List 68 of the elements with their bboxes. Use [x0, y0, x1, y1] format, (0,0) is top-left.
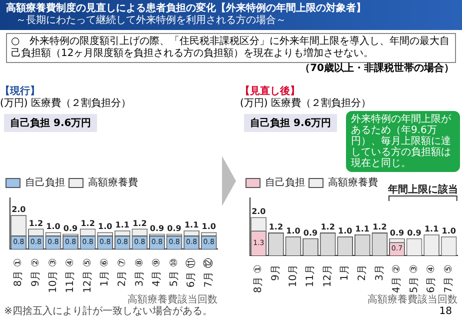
x-tick-label: 11月 ④: [65, 258, 76, 294]
total-label: 1.0: [338, 226, 353, 236]
total-label: 1.2: [320, 222, 335, 232]
total-label: 1.2: [80, 218, 95, 228]
total-label: 1.0: [442, 226, 456, 236]
x-tick-label: 2月 ⑦: [116, 258, 128, 287]
text: 18: [439, 306, 452, 318]
x-tick-label: 5月 ⑩: [168, 258, 180, 287]
x-tick-label: 5月 ③: [408, 264, 420, 294]
x-tick-label: 10月 ③: [48, 258, 59, 294]
total-label: 1.0: [286, 226, 301, 236]
total-label: 0.9: [390, 228, 404, 238]
total-label: 1.1: [184, 220, 200, 230]
text: （70歳以上・非課税世帯の場合）: [299, 63, 455, 75]
text: 【現行】: [0, 86, 40, 98]
x-tick-label: 7月 ⑤: [443, 264, 454, 294]
total-label: 2.0: [252, 207, 266, 216]
x-tick-label: 3月: [374, 264, 386, 281]
x-tick-label: 12月: [322, 264, 334, 288]
x-tick-label: 11月: [305, 264, 316, 288]
text: (万円) 医療費（２割負担分）: [240, 98, 371, 109]
total-label: 1.0: [98, 222, 113, 232]
total-label: 1.0: [46, 222, 61, 232]
total-label: 0.9: [303, 228, 318, 238]
total-label: 0.9: [167, 224, 182, 233]
x-tick-label: 7月 ⑫: [202, 258, 214, 288]
total-label: 1.1: [424, 224, 440, 234]
x-tick-label: 1月 ⑥: [100, 258, 111, 287]
x-tick-label: 12月 ⑤: [82, 258, 94, 294]
text: (万円) 医療費（２割負担分）: [0, 98, 131, 109]
text: ○ 外来特例の限度額引上げの際、「住民税非課税区分」に外来年間上限を導入し、年間の最大自己負担額（12ヶ月限度額を負担される方の負担額）を現在よりも増加させない。: [6, 33, 456, 63]
x-tick-label: 3月 ⑧: [134, 258, 146, 287]
x-tick-label: 1月: [340, 264, 351, 281]
text: ※四捨五入により計が一致しない場合がある。: [4, 306, 212, 318]
total-label: 1.1: [355, 224, 370, 234]
total-label: 0.9: [407, 228, 422, 238]
total-label: 1.1: [115, 220, 130, 230]
x-tick-label: 9月 ②: [30, 258, 42, 287]
total-label: 0.9: [150, 224, 164, 233]
x-tick-label: 9月: [270, 264, 282, 281]
x-tick-label: 8月 ①: [13, 258, 24, 287]
legend-label: 自己負担: [265, 176, 305, 189]
legend-label: 高額療養費: [328, 176, 378, 189]
total-label: 1.2: [132, 218, 147, 228]
chart-title: 高額療養費制度の見直しによる患者負担の変化【外来特例の年間上限の対象者】: [6, 3, 367, 14]
total-label: 1.2: [268, 222, 284, 232]
x-axis-title: 高額療養費該当回数: [367, 294, 458, 306]
text: 自己負担 9.6万円: [4, 114, 98, 132]
x-tick-label: 4月 ②: [392, 264, 403, 294]
x-tick-label: 4月 ⑨: [152, 258, 163, 287]
text: 自己負担 9.6万円: [244, 114, 338, 132]
x-tick-label: 6月 ④: [426, 264, 438, 294]
x-axis-title: 高額療養費該当回数: [127, 294, 218, 306]
x-tick-label: 6月 ⑪: [185, 258, 198, 288]
total-label: 2.0: [12, 205, 26, 214]
total-label: 0.9: [63, 224, 78, 233]
text: 年間上限に該当: [386, 184, 458, 196]
legend-label: 自己負担: [25, 176, 65, 189]
text: 【見直し後】: [240, 86, 301, 98]
x-tick-label: 8月 ①: [253, 264, 264, 294]
total-label: 1.0: [202, 222, 216, 232]
total-label: 1.2: [28, 218, 44, 228]
legend-label: 高額療養費: [88, 176, 138, 189]
x-tick-label: 2月: [356, 264, 368, 281]
total-label: 1.2: [372, 222, 387, 232]
text: 外来特例の年間上限があるため（年9.6万円）、毎月上限額に達している方の負担額は現在と同じ。: [346, 111, 460, 172]
chart-subtitle: ～長期にわたって継続して外来特例を利用される方の場合～: [15, 15, 287, 27]
x-tick-label: 10月: [288, 264, 299, 288]
